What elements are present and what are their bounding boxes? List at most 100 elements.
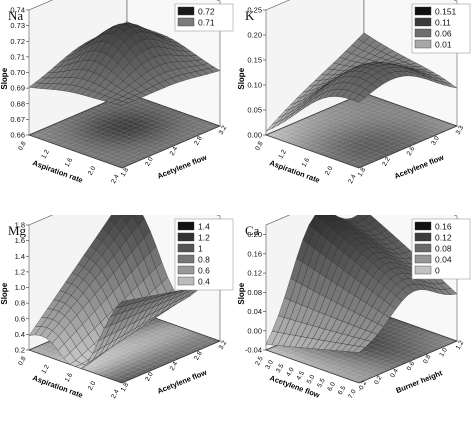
floor-contour-cell [340, 129, 351, 134]
floor-contour-cell [139, 357, 151, 362]
y-axis-label: Acetylene flow [393, 153, 445, 181]
floor-contour-cell [372, 115, 384, 120]
floor-contour-cell [113, 132, 125, 137]
floor-contour-cell [102, 137, 114, 142]
floor-contour-cell [386, 364, 398, 369]
floor-contour-cell [160, 136, 172, 141]
floor-contour-cell [334, 359, 345, 364]
y-tick-label: 3.2 [218, 339, 229, 351]
floor-contour-cell [359, 368, 371, 373]
floor-contour-cell [384, 321, 395, 326]
floor-contour-cell [336, 110, 347, 115]
floor-contour-cell [313, 136, 324, 141]
floor-contour-cell [367, 113, 379, 118]
floor-contour-cell [362, 111, 374, 116]
floor-contour-cell [304, 116, 315, 121]
floor-contour-cell [366, 138, 377, 143]
floor-contour-cell [350, 352, 361, 357]
floor-contour-cell [88, 119, 99, 124]
floor-contour-cell [98, 119, 110, 124]
chart-panel-mg: 0.2 0.4 0.6 0.8 1.0 1.2 1.4 1.6 1.8 Slope 0.8 1.2 1.… [0, 215, 237, 430]
floor-contour-cell [134, 140, 145, 145]
floor-contour-cell [193, 346, 204, 351]
floor-contour-cell [409, 119, 421, 124]
floor-contour-cell [135, 338, 146, 343]
floor-contour-cell [117, 374, 128, 379]
floor-contour-cell [87, 132, 98, 137]
floor-contour-cell [362, 115, 373, 120]
floor-contour-cell [307, 354, 319, 359]
floor-contour-cell [392, 143, 403, 148]
x-tick-label: 6.5 [337, 385, 348, 397]
floor-contour-cell [344, 362, 355, 367]
floor-contour-cell [44, 349, 56, 354]
floor-contour-cell [198, 339, 210, 344]
floor-contour-cell [389, 327, 400, 332]
z-tick-label: 1.8 [15, 221, 25, 230]
floor-contour-cell [402, 357, 414, 362]
floor-contour-cell [393, 333, 405, 338]
floor-contour-cell [113, 343, 125, 348]
floor-contour-cell [144, 363, 155, 368]
floor-contour-cell [167, 332, 179, 337]
floor-contour-cell [172, 128, 183, 133]
floor-contour-cell [317, 361, 329, 366]
floor-contour-cell [118, 138, 130, 143]
y-tick-label: 2.6 [406, 145, 417, 157]
floor-contour-cell [108, 346, 120, 351]
floor-contour-cell [135, 127, 146, 132]
floor-contour-cell [146, 123, 157, 128]
floor-contour-cell [387, 352, 398, 357]
y-tick-label: 2.8 [193, 350, 204, 362]
legend-label: 0.04 [435, 255, 452, 265]
floor-contour-cell [144, 367, 155, 372]
floor-contour-cell [336, 102, 348, 107]
floor-contour-cell [392, 139, 404, 144]
floor-contour-cell [387, 344, 399, 349]
floor-contour-cell [370, 156, 381, 161]
floor-contour-cell [377, 344, 388, 349]
floor-contour-cell [102, 141, 114, 146]
floor-contour-cell [172, 343, 183, 348]
floor-contour-cell [348, 372, 360, 377]
floor-contour-cell [80, 146, 92, 151]
floor-contour-cell [141, 112, 152, 117]
floor-contour-cell [149, 149, 161, 154]
floor-contour-cell [66, 124, 78, 129]
floor-contour-cell [124, 339, 136, 344]
floor-contour-cell [203, 126, 215, 131]
floor-contour-cell [329, 133, 340, 138]
floor-contour-cell [107, 358, 119, 363]
floor-contour-cell [82, 130, 93, 135]
floor-contour-cell [399, 111, 411, 116]
floor-contour-cell [107, 139, 119, 144]
floor-contour-cell [381, 139, 393, 144]
floor-contour-cell [414, 125, 426, 130]
floor-contour-cell [404, 337, 415, 342]
floor-contour-cell [120, 105, 132, 110]
floor-contour-cell [172, 334, 184, 339]
floor-contour-cell [152, 108, 163, 113]
floor-contour-cell [376, 146, 387, 151]
floor-contour-cell [349, 145, 361, 150]
z-tick-label: 0.8 [15, 299, 25, 308]
floor-contour-cell [156, 126, 167, 131]
floor-contour-cell [424, 133, 436, 138]
floor-contour-cell [381, 152, 392, 157]
floor-contour-cell [167, 113, 179, 118]
floor-contour-cell [106, 156, 118, 161]
floor-contour-cell [203, 341, 215, 346]
floor-contour-cell [141, 323, 153, 328]
floor-contour-cell [350, 141, 361, 146]
floor-contour-cell [104, 108, 116, 113]
floor-contour-cell [368, 109, 379, 114]
floor-contour-cell [160, 141, 172, 146]
floor-contour-cell [420, 123, 431, 128]
floor-contour-cell [151, 331, 163, 336]
floor-contour-cell [388, 335, 400, 340]
floor-contour-cell [392, 350, 404, 355]
floor-contour-cell [399, 331, 410, 336]
floor-contour-cell [193, 131, 204, 136]
floor-contour-cell [297, 350, 309, 355]
z-tick-label: 0.04 [247, 307, 262, 316]
